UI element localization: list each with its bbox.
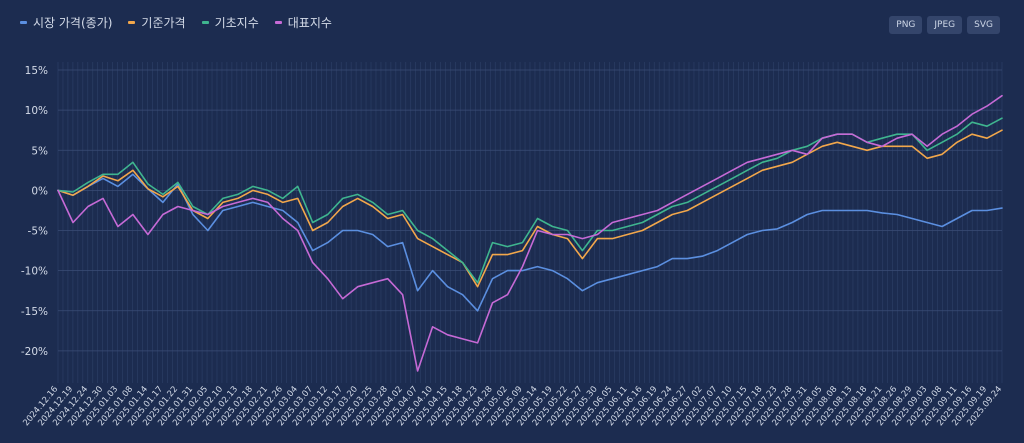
legend-swatch-benchmark-index	[274, 21, 282, 24]
legend-item-benchmark-index[interactable]: 대표지수	[274, 14, 332, 31]
legend-item-underlying-index[interactable]: 기초지수	[201, 14, 259, 31]
y-tick-label: -5%	[28, 226, 48, 238]
y-tick-label: -20%	[21, 346, 48, 358]
y-tick-label: 5%	[31, 145, 48, 157]
export-svg-button[interactable]: SVG	[967, 16, 1000, 34]
legend-label-benchmark-index: 대표지수	[287, 16, 332, 30]
legend-item-market-price[interactable]: 시장 가격(종가)	[20, 14, 112, 31]
export-toolbar: PNG JPEG SVG	[889, 16, 1000, 34]
y-tick-label: 0%	[31, 185, 48, 197]
legend-label-base-price: 기준가격	[141, 16, 186, 30]
legend-item-base-price[interactable]: 기준가격	[128, 14, 186, 31]
legend-label-market-price: 시장 가격(종가)	[33, 16, 113, 30]
y-tick-label: -10%	[21, 266, 48, 278]
legend-label-underlying-index: 기초지수	[214, 16, 259, 30]
y-tick-label: 15%	[25, 65, 48, 77]
y-tick-label: 10%	[25, 105, 48, 117]
series-line-3	[57, 94, 1003, 372]
export-jpeg-button[interactable]: JPEG	[927, 16, 963, 34]
export-png-button[interactable]: PNG	[889, 16, 923, 34]
series-line-0	[57, 173, 1003, 312]
y-tick-label: -15%	[21, 306, 48, 318]
legend-swatch-underlying-index	[201, 21, 209, 24]
legend-swatch-base-price	[128, 21, 136, 24]
legend: 시장 가격(종가) 기준가격 기초지수 대표지수	[20, 14, 332, 31]
legend-swatch-market-price	[20, 21, 27, 24]
